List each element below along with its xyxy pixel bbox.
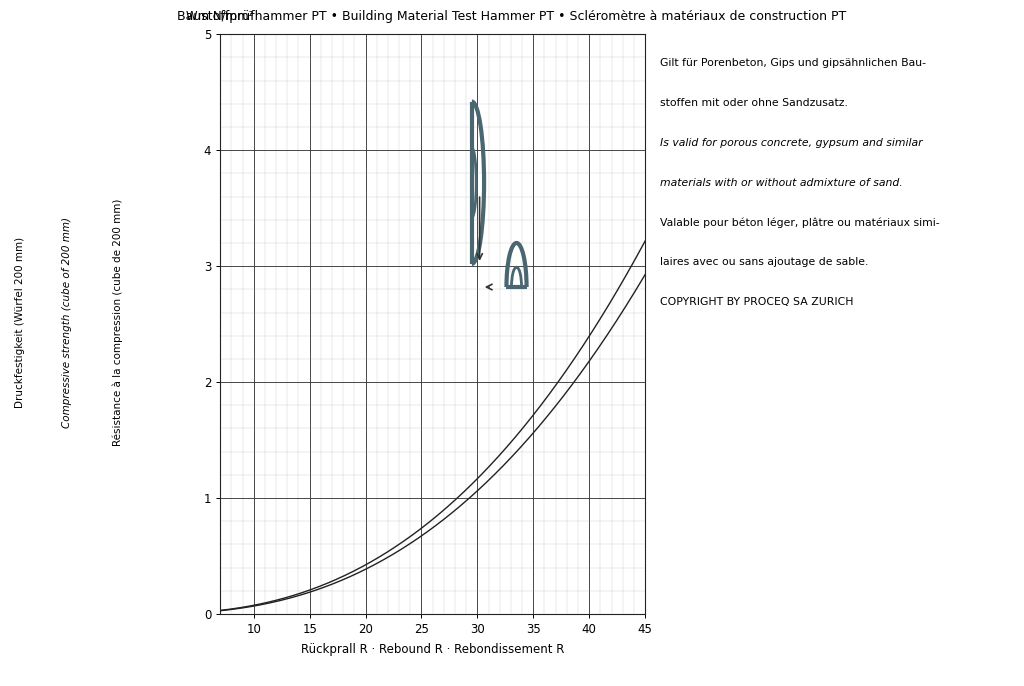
Text: stoffen mit oder ohne Sandzusatz.: stoffen mit oder ohne Sandzusatz. [660,98,848,108]
Text: Résistance à la compression (cube de 200 mm): Résistance à la compression (cube de 200… [113,199,123,446]
Text: Gilt für Porenbeton, Gips und gipsähnlichen Bau-: Gilt für Porenbeton, Gips und gipsähnlic… [660,58,927,69]
Text: COPYRIGHT BY PROCEQ SA ZURICH: COPYRIGHT BY PROCEQ SA ZURICH [660,297,854,307]
Text: Druckfestigkeit (Würfel 200 mm): Druckfestigkeit (Würfel 200 mm) [15,237,26,408]
X-axis label: Rückprall R · Rebound R · Rebondissement R: Rückprall R · Rebound R · Rebondissement… [301,643,564,656]
Text: Is valid for porous concrete, gypsum and similar: Is valid for porous concrete, gypsum and… [660,138,923,148]
Text: Wm N/mm²: Wm N/mm² [186,10,254,23]
Text: Valable pour béton léger, plâtre ou matériaux simi-: Valable pour béton léger, plâtre ou maté… [660,217,940,228]
Text: materials with or without admixture of sand.: materials with or without admixture of s… [660,178,903,188]
Text: Compressive strength (cube of 200 mm): Compressive strength (cube of 200 mm) [61,217,72,428]
Text: Baustoffprüfhammer PT • Building Material Test Hammer PT • Scléromètre à matéria: Baustoffprüfhammer PT • Building Materia… [177,10,847,23]
Text: laires avec ou sans ajoutage de sable.: laires avec ou sans ajoutage de sable. [660,257,868,268]
